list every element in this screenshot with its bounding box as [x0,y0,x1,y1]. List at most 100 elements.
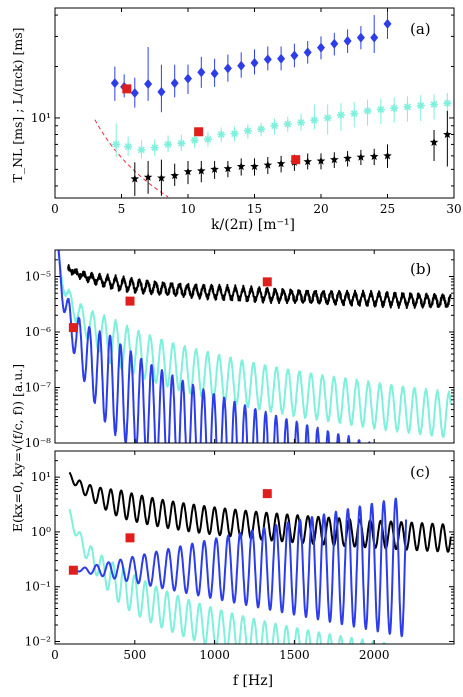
series-black [67,264,452,309]
point-black [443,130,452,139]
y-tick-label: 10¹ [31,470,51,484]
panel-c: 0 500 1000 1500 2000 10¹ 10⁰ 10⁻¹ 10⁻² (c) f [Hz… [25,450,455,689]
point-black [369,152,379,161]
point-cyan [430,100,439,109]
point-black [130,174,140,183]
asterisk-stroke [377,106,385,113]
asterisk-stroke [364,107,371,115]
asterisk-stroke [350,110,358,118]
point-cyan [270,121,279,130]
point-blue [370,32,379,43]
panel-bc-ylabel: E(kx=0, ky=√(f/c, f)) [a.u.] [10,364,25,532]
point-cyan [112,140,121,149]
point-blue [277,53,286,64]
point-cyan [283,120,292,129]
panel-plot-area [57,250,452,443]
highlight-square [291,155,301,165]
point-black [330,155,339,164]
y-tick-label: 10⁻⁶ [25,325,52,339]
point-black [429,137,439,146]
point-blue [223,63,232,74]
y-tick-label: 10⁻² [25,634,52,648]
panel-c-frame [54,450,455,645]
asterisk-stroke [310,116,318,124]
point-black [157,173,166,182]
x-tick-label: 2000 [359,648,390,662]
point-blue [317,42,325,53]
asterisk-stroke [231,130,238,137]
reference-curve [94,119,169,198]
series-blue [71,497,408,638]
point-blue [290,50,299,61]
point-blue [250,57,259,68]
point-cyan [403,102,412,111]
point-black [170,171,179,180]
point-black [383,151,392,160]
highlight-square [125,296,135,306]
point-cyan [177,139,186,148]
series-black [68,471,452,553]
asterisk-stroke [244,127,252,135]
point-blue [343,36,352,47]
panel-b-frame [54,249,455,444]
point-black [210,164,219,173]
panel-c-label: (c) [410,463,430,481]
point-cyan [150,143,159,152]
point-black [183,167,193,176]
point-black [236,162,246,171]
asterisk-stroke [138,146,145,154]
asterisk-stroke [217,131,225,138]
point-blue [356,32,365,43]
point-blue [110,78,119,89]
asterisk-stroke [443,99,451,107]
point-black [197,166,206,175]
series-blue [57,250,371,443]
asterisk-stroke [430,101,438,108]
panel-a-ticks: 0 5 10 15 20 25 30 10¹ [31,8,462,216]
panel-a: 0 5 10 15 20 25 30 10¹ (a) k/(2π) [m⁻¹] T_NL [m… [10,7,462,233]
asterisk-stroke [257,125,265,133]
point-cyan [443,99,452,108]
point-black [263,160,273,169]
point-cyan [336,111,345,120]
series-cyan [68,508,397,644]
panel-a-data [94,8,452,198]
panel-b-label: (b) [410,260,431,278]
series-cyan [57,250,452,438]
panel-b: 10⁻⁵ 10⁻⁶ 10⁻⁷ 10⁻⁸ (b) [25,249,455,450]
highlight-square [122,84,132,94]
asterisk-stroke [404,103,411,111]
x-tick-label: 0 [51,648,59,662]
panel-b-ticks: 10⁻⁵ 10⁻⁶ 10⁻⁷ 10⁻⁸ [25,250,454,450]
y-tick-label: 10⁻⁵ [25,269,52,283]
point-blue [170,78,179,89]
panel-c-xlabel: f [Hz] [233,673,273,689]
point-black [356,152,366,161]
point-cyan [124,142,133,151]
point-cyan [203,135,212,144]
point-black [303,157,312,166]
highlight-square [68,565,78,575]
point-cyan [164,140,173,149]
x-tick-label: 30 [446,202,461,216]
asterisk-stroke [204,135,212,143]
asterisk-stroke [112,141,120,148]
panel-a-xlabel: k/(2π) [m⁻¹] [211,217,295,233]
asterisk-stroke [284,120,292,128]
point-black [343,153,352,162]
asterisk-stroke [151,144,159,152]
point-cyan [217,130,226,139]
asterisk-stroke [324,114,332,122]
panel-plot-area [68,471,452,644]
point-cyan [323,113,332,122]
highlight-square [68,323,78,333]
panel-c-ticks: 0 500 1000 1500 2000 10¹ 10⁰ 10⁻¹ 10⁻² [25,450,454,662]
x-tick-label: 1500 [279,648,310,662]
point-blue [330,38,339,49]
asterisk-stroke [124,143,132,150]
x-tick-label: 20 [313,202,328,216]
x-tick-label: 0 [51,202,59,216]
x-tick-label: 15 [247,202,262,216]
point-blue [237,60,246,71]
point-blue [263,54,272,65]
